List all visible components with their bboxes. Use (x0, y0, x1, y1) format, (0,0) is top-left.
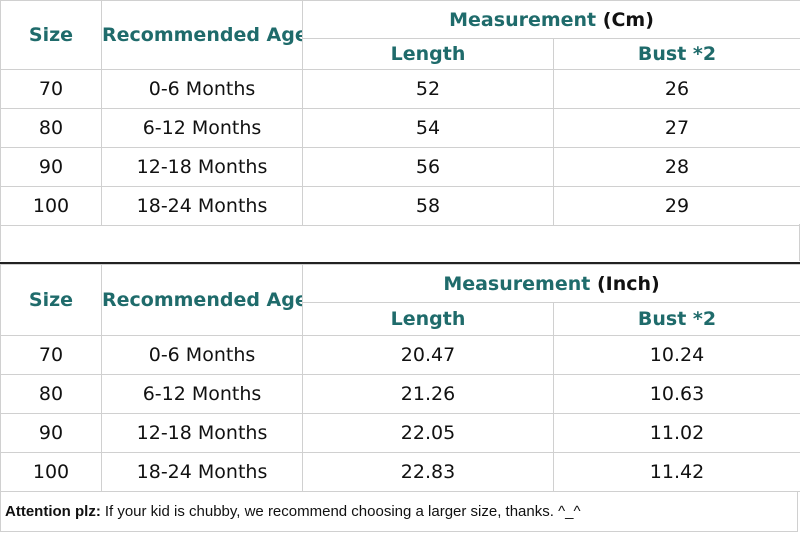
bust-cell: 10.24 (552, 335, 800, 375)
size-table-inch: Size Recommended Age Measurement (Inch) … (0, 264, 800, 492)
note-label: Attention plz: (5, 503, 101, 520)
table-row: 100 18-24 Months 58 29 (0, 186, 800, 226)
size-cell: 70 (0, 335, 102, 375)
length-cell: 58 (302, 186, 554, 226)
age-cell: 12-18 Months (101, 413, 303, 453)
measurement-label: Measurement (443, 272, 591, 295)
age-cell: 6-12 Months (101, 374, 303, 414)
length-cell: 22.05 (302, 413, 554, 453)
length-cell: 52 (302, 69, 554, 109)
unit-label: (Cm) (602, 8, 654, 31)
length-header: Length (302, 302, 554, 336)
bust-cell: 29 (552, 186, 800, 226)
size-cell: 70 (0, 69, 102, 109)
table-row: 100 18-24 Months 22.83 11.42 (0, 452, 800, 492)
length-cell: 56 (302, 147, 554, 187)
length-cell: 20.47 (302, 335, 554, 375)
bust-cell: 28 (552, 147, 800, 187)
table-row: 80 6-12 Months 21.26 10.63 (0, 374, 800, 414)
age-cell: 12-18 Months (101, 147, 303, 187)
size-header: Size (0, 264, 102, 336)
section-divider (0, 262, 800, 264)
size-cell: 100 (0, 186, 102, 226)
table-row: 90 12-18 Months 22.05 11.02 (0, 413, 800, 453)
size-cell: 90 (0, 147, 102, 187)
measurement-header: Measurement (Cm) (301, 0, 800, 39)
length-header: Length (302, 38, 554, 70)
length-cell: 22.83 (302, 452, 554, 492)
size-table-cm: Size Recommended Age Measurement (Cm) Le… (0, 0, 800, 226)
bust-cell: 11.42 (552, 452, 800, 492)
bust-header: Bust *2 (552, 38, 800, 70)
unit-label: (Inch) (596, 272, 660, 295)
size-cell: 80 (0, 374, 102, 414)
size-cell: 80 (0, 108, 102, 148)
bust-header: Bust *2 (552, 302, 800, 336)
age-cell: 18-24 Months (101, 186, 303, 226)
bust-cell: 26 (552, 69, 800, 109)
age-cell: 18-24 Months (101, 452, 303, 492)
age-cell: 0-6 Months (101, 335, 303, 375)
measurement-label: Measurement (449, 8, 597, 31)
table-row: 70 0-6 Months 20.47 10.24 (0, 335, 800, 375)
length-cell: 21.26 (302, 374, 554, 414)
bust-cell: 27 (552, 108, 800, 148)
length-cell: 54 (302, 108, 554, 148)
size-header: Size (0, 0, 102, 70)
bust-cell: 10.63 (552, 374, 800, 414)
table-row: 80 6-12 Months 54 27 (0, 108, 800, 148)
age-cell: 0-6 Months (101, 69, 303, 109)
recommended-age-header: Recommended Age (101, 264, 303, 336)
recommended-age-header: Recommended Age (101, 0, 303, 70)
measurement-header: Measurement (Inch) (301, 264, 800, 303)
age-cell: 6-12 Months (101, 108, 303, 148)
size-cell: 100 (0, 452, 102, 492)
table-row: 70 0-6 Months 52 26 (0, 69, 800, 109)
table-row: 90 12-18 Months 56 28 (0, 147, 800, 187)
table-spacer (0, 224, 800, 261)
attention-note: Attention plz: If your kid is chubby, we… (0, 492, 798, 532)
bust-cell: 11.02 (552, 413, 800, 453)
note-text: If your kid is chubby, we recommend choo… (104, 503, 581, 520)
size-cell: 90 (0, 413, 102, 453)
